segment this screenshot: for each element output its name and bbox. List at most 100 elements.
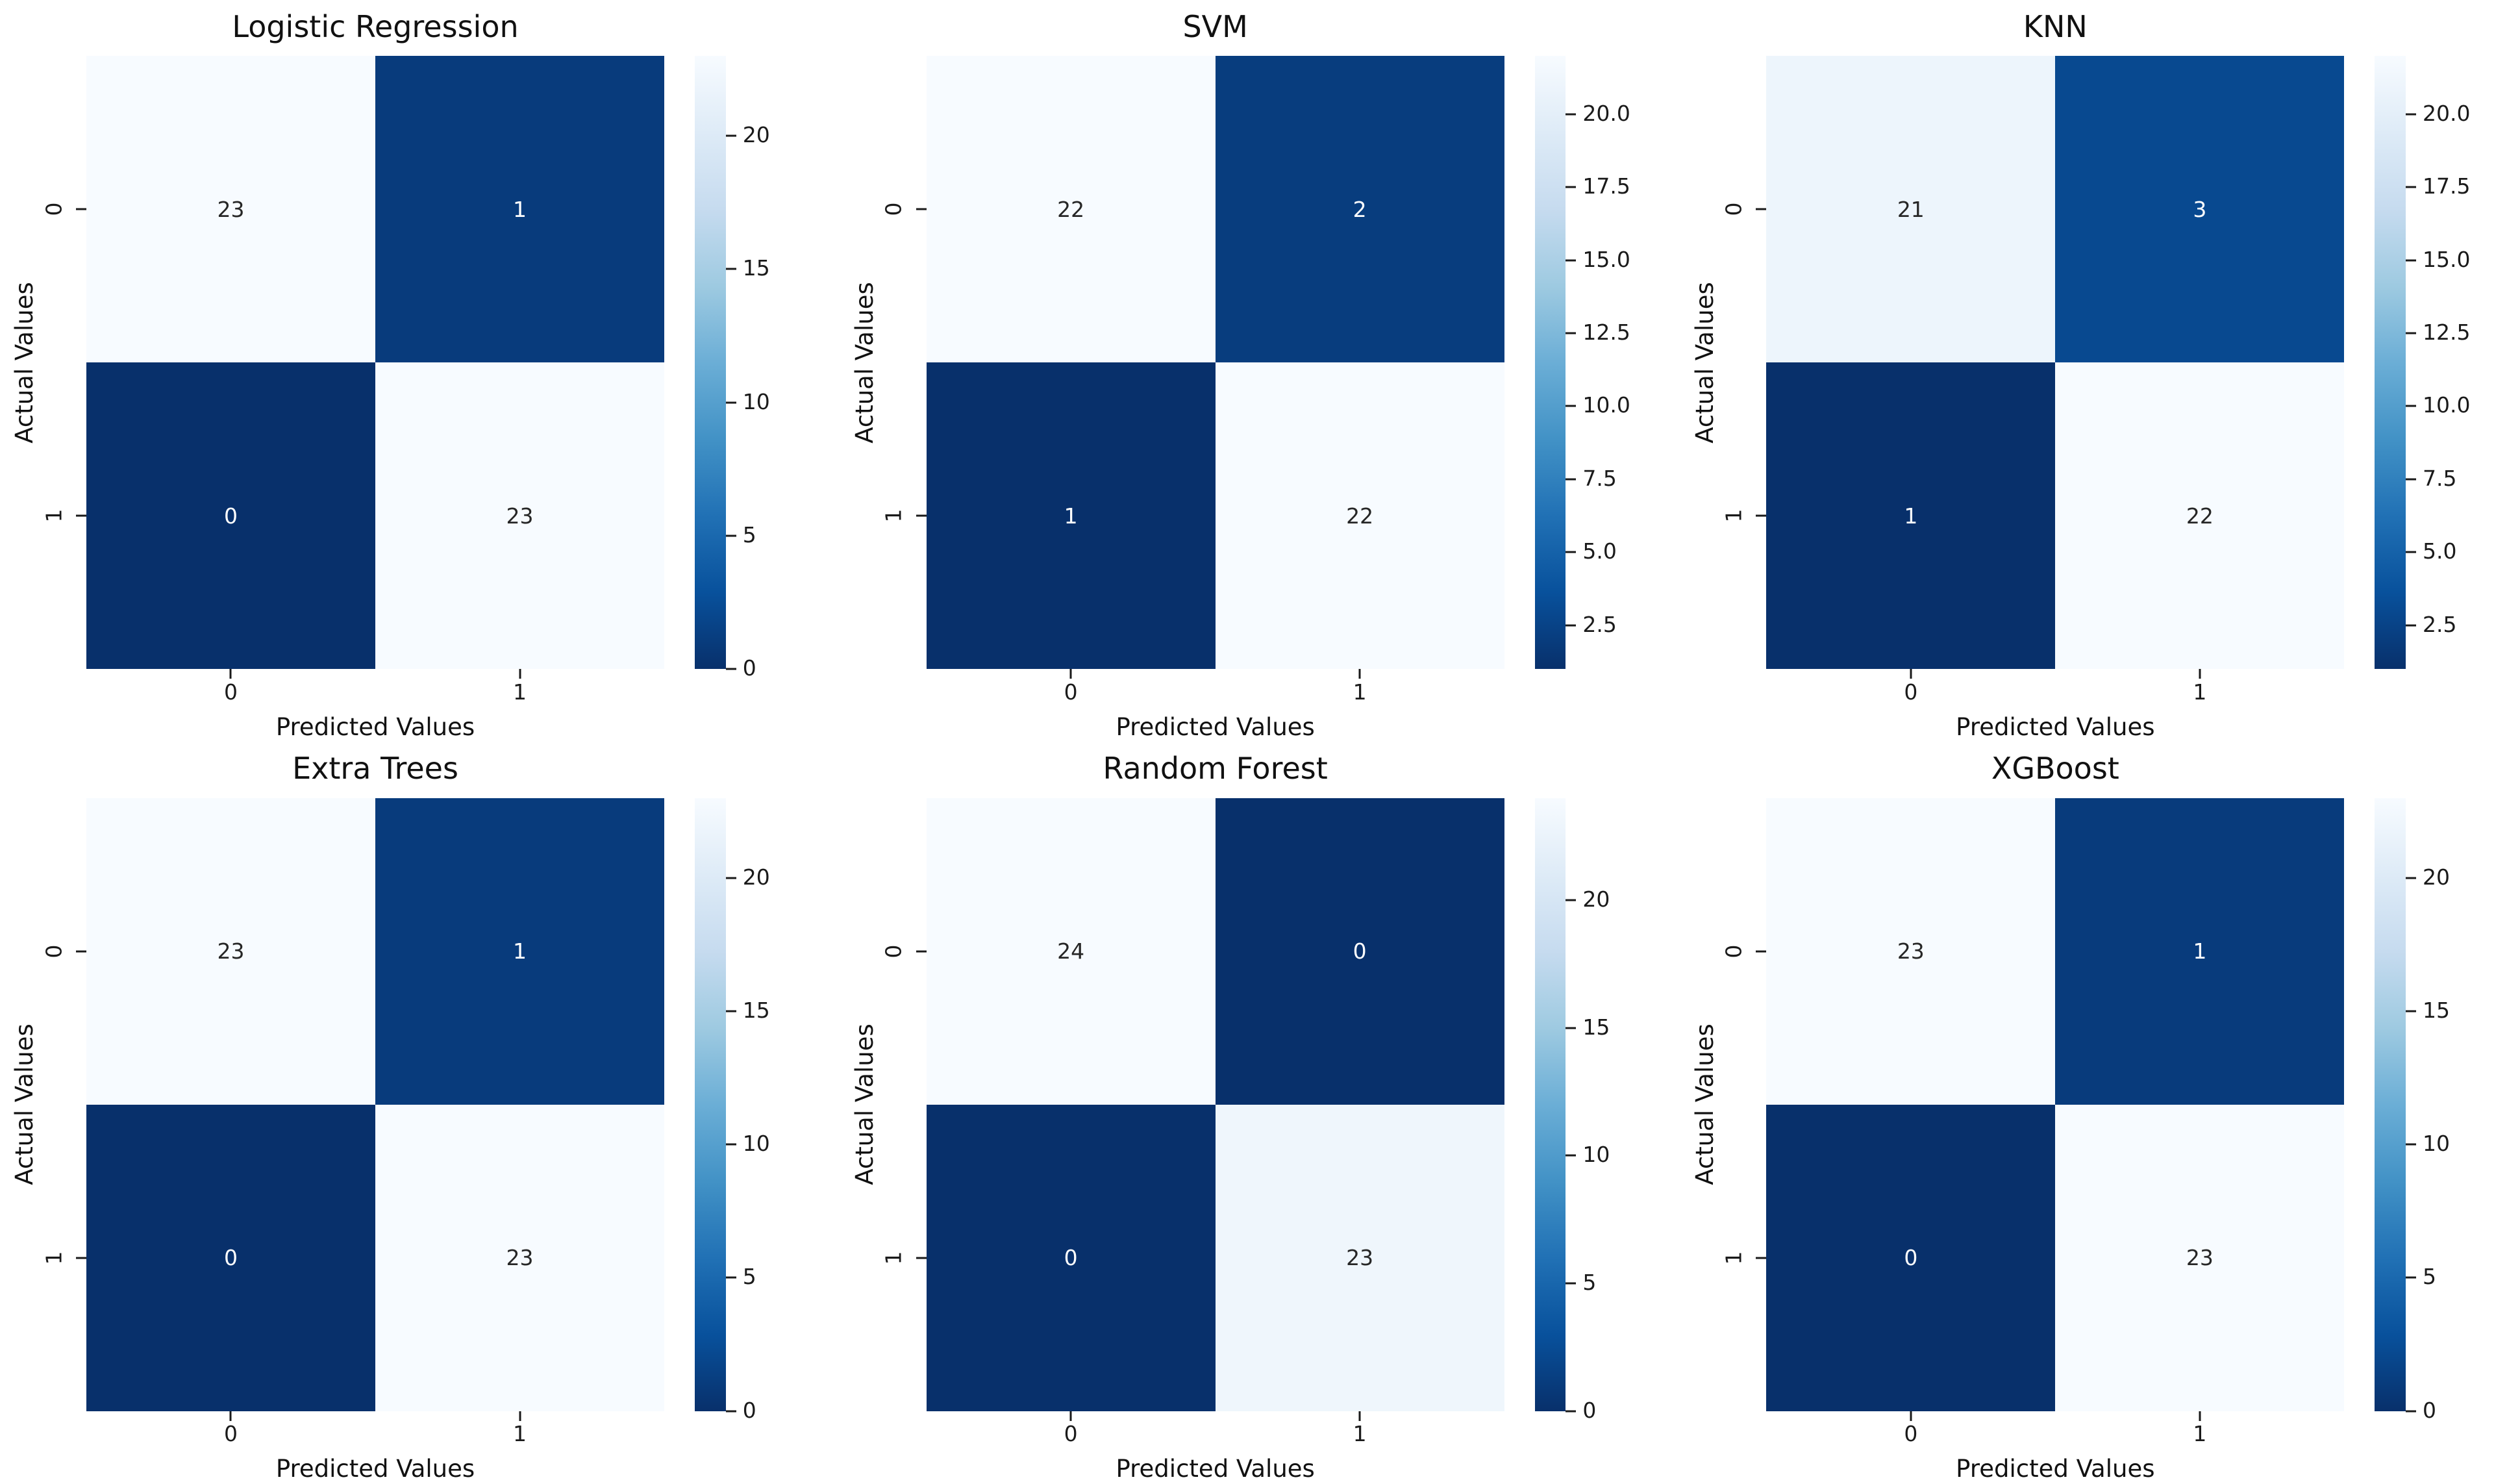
- heatmap-cell: 24: [926, 798, 1216, 1105]
- colorbar-tick-label: 12.5: [2423, 320, 2471, 346]
- colorbar-tick-mark: [1566, 405, 1577, 407]
- y-axis-label: Actual Values: [5, 56, 44, 669]
- y-tick-mark: [75, 208, 86, 210]
- y-tick-label: 1: [880, 509, 906, 523]
- x-tick-mark: [229, 1411, 232, 1421]
- cell-value: 23: [2186, 1245, 2214, 1271]
- y-tick-label: 0: [1721, 944, 1747, 959]
- colorbar-tick-label: 20: [742, 864, 770, 890]
- heatmap-cell: 23: [375, 362, 665, 670]
- colorbar-tick-label: 2.5: [1582, 611, 1617, 637]
- colorbar-tick-mark: [2406, 113, 2417, 116]
- heatmap-cell: 22: [1215, 362, 1504, 670]
- colorbar-tick-label: 15: [742, 255, 770, 281]
- colorbar-tick-label: 2.5: [2423, 611, 2457, 637]
- cell-value: 1: [2193, 938, 2207, 964]
- colorbar-tick-label: 17.5: [1582, 173, 1630, 199]
- colorbar-tick-label: 7.5: [1582, 466, 1617, 492]
- colorbar-tick-label: 10.0: [1582, 392, 1630, 418]
- x-tick-label: 1: [513, 679, 527, 705]
- colorbar-tick-mark: [1566, 899, 1577, 901]
- colorbar-tick-mark: [725, 1010, 736, 1012]
- colorbar-tick-mark: [725, 1410, 736, 1413]
- colorbar-tick-mark: [2406, 624, 2417, 627]
- colorbar-tick-mark: [2406, 551, 2417, 553]
- x-tick-mark: [1069, 669, 1072, 679]
- y-tick-label: 0: [1721, 202, 1747, 216]
- x-axis-label: Predicted Values: [275, 712, 475, 741]
- x-tick-label: 0: [1064, 1421, 1078, 1447]
- cell-value: 3: [2193, 196, 2207, 222]
- y-axis-label: Actual Values: [845, 798, 884, 1411]
- y-tick-label: 1: [41, 509, 67, 523]
- y-tick-label: 1: [880, 1251, 906, 1265]
- colorbar-tick-mark: [2406, 332, 2417, 334]
- colorbar-tick-mark: [1566, 1282, 1577, 1285]
- y-tick-mark: [916, 950, 927, 953]
- x-tick-mark: [1910, 669, 1912, 679]
- heatmap-cell: 1: [1766, 362, 2056, 670]
- y-tick-mark: [916, 1257, 927, 1259]
- heatmap-cell: 23: [1766, 798, 2056, 1105]
- confusion-matrix-subplot-extra-trees: Extra Trees Actual Values 23 1 0 23 Predict…: [0, 742, 840, 1484]
- colorbar-tick-label: 5: [2423, 1264, 2437, 1290]
- cell-value: 1: [513, 938, 527, 964]
- heatmap-cell: 3: [2055, 56, 2345, 363]
- y-axis-label: Actual Values: [1685, 798, 1724, 1411]
- cell-value: 23: [506, 503, 534, 529]
- y-axis-label: Actual Values: [845, 56, 884, 669]
- heatmap-cell: 0: [1766, 1104, 2056, 1411]
- y-tick-mark: [1756, 208, 1767, 210]
- y-tick-label: 1: [1721, 509, 1747, 523]
- x-tick-mark: [229, 669, 232, 679]
- heatmap-cell: 23: [2055, 1104, 2345, 1411]
- colorbar: [694, 798, 726, 1411]
- colorbar-tick-mark: [725, 1276, 736, 1279]
- confusion-matrix-subplot-xgboost: XGBoost Actual Values 23 1 0 23 Predicted V…: [1680, 742, 2520, 1484]
- y-tick-mark: [1756, 950, 1767, 953]
- subplot-title: XGBoost: [1991, 751, 2119, 786]
- confusion-matrix-subplot-logistic-regression: Logistic Regression Actual Values 23 1 0 23…: [0, 0, 840, 742]
- y-axis-label-text: Actual Values: [1690, 1024, 1719, 1185]
- x-tick-label: 0: [223, 679, 238, 705]
- x-tick-label: 0: [1904, 679, 1918, 705]
- colorbar-tick-mark: [1566, 1027, 1577, 1029]
- colorbar-tick-mark: [1566, 551, 1577, 553]
- colorbar-tick-mark: [1566, 113, 1577, 116]
- colorbar-tick-mark: [2406, 1010, 2417, 1012]
- x-axis-label: Predicted Values: [1956, 712, 2155, 741]
- cell-value: 0: [1904, 1245, 1918, 1271]
- heatmap-cell: 0: [86, 1104, 375, 1411]
- y-axis-label: Actual Values: [5, 798, 44, 1411]
- y-tick-label: 1: [1721, 1251, 1747, 1265]
- y-tick-mark: [1756, 1257, 1767, 1259]
- cell-value: 21: [1897, 196, 1925, 222]
- x-tick-label: 1: [2193, 679, 2207, 705]
- x-tick-mark: [519, 669, 521, 679]
- colorbar-tick-mark: [2406, 405, 2417, 407]
- heatmap-cell: 0: [86, 362, 375, 670]
- colorbar-tick-label: 15.0: [1582, 246, 1630, 272]
- x-tick-label: 0: [1064, 679, 1078, 705]
- subplot-title: SVM: [1182, 8, 1248, 44]
- confusion-matrix-subplot-random-forest: Random Forest Actual Values 24 0 0 23 Predi…: [840, 742, 1680, 1484]
- colorbar: [1534, 798, 1566, 1411]
- colorbar-tick-mark: [2406, 259, 2417, 262]
- y-tick-label: 0: [880, 202, 906, 216]
- colorbar: [2375, 56, 2406, 670]
- x-tick-mark: [2199, 1411, 2201, 1421]
- heatmap-cell: 22: [926, 56, 1216, 363]
- confusion-matrix-subplot-knn: KNN Actual Values 21 3 1 22 Predicted Value…: [1680, 0, 2520, 742]
- y-axis-label-text: Actual Values: [1690, 281, 1719, 444]
- cell-value: 23: [217, 196, 245, 222]
- colorbar-tick-label: 5: [1582, 1270, 1597, 1296]
- cell-value: 0: [1064, 1245, 1078, 1271]
- colorbar-tick-label: 10: [1582, 1142, 1610, 1168]
- colorbar-tick-label: 12.5: [1582, 320, 1630, 346]
- heatmap-cell: 22: [2055, 362, 2345, 670]
- colorbar-tick-label: 5: [742, 1264, 756, 1290]
- colorbar-tick-label: 0: [1582, 1397, 1597, 1423]
- x-tick-label: 1: [1353, 1421, 1367, 1447]
- cell-value: 0: [1353, 938, 1367, 964]
